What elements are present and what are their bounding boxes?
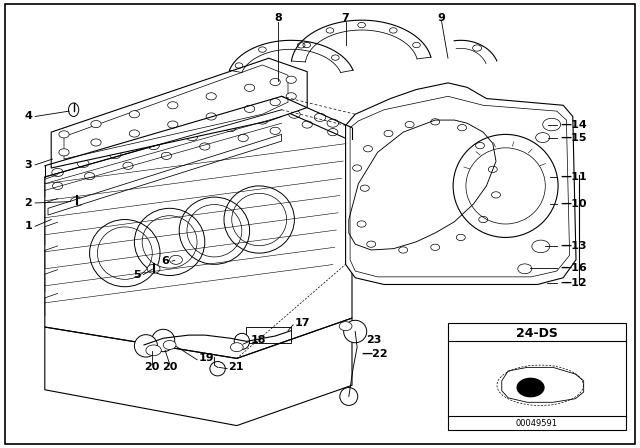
Text: 20: 20 — [162, 362, 177, 372]
Text: 5: 5 — [133, 270, 141, 280]
Circle shape — [536, 133, 550, 142]
Ellipse shape — [234, 333, 250, 349]
Text: 24-DS: 24-DS — [516, 327, 558, 340]
Text: 21: 21 — [228, 362, 244, 372]
Text: 7: 7 — [342, 13, 349, 23]
Circle shape — [244, 105, 255, 112]
Bar — [448, 323, 626, 430]
Text: —15: —15 — [560, 133, 586, 143]
Circle shape — [168, 102, 178, 109]
Circle shape — [270, 99, 280, 106]
Ellipse shape — [134, 335, 157, 357]
Text: —14: —14 — [560, 120, 587, 129]
Text: 17: 17 — [294, 319, 310, 328]
Text: —13: —13 — [560, 241, 586, 250]
Circle shape — [163, 340, 176, 349]
Circle shape — [91, 121, 101, 128]
Circle shape — [206, 113, 216, 120]
Polygon shape — [51, 58, 307, 168]
Text: 00049591: 00049591 — [516, 419, 558, 428]
Circle shape — [147, 264, 160, 273]
Ellipse shape — [152, 329, 175, 352]
Text: 19: 19 — [198, 353, 214, 363]
Circle shape — [70, 197, 83, 206]
Text: 18: 18 — [251, 335, 266, 345]
Circle shape — [129, 130, 140, 137]
Circle shape — [270, 78, 280, 86]
Circle shape — [91, 139, 101, 146]
Ellipse shape — [68, 103, 79, 116]
Text: 23: 23 — [366, 335, 381, 345]
Text: 2: 2 — [24, 198, 32, 208]
Ellipse shape — [340, 388, 358, 405]
Text: 9: 9 — [438, 13, 445, 23]
Text: —22: —22 — [362, 349, 388, 359]
Circle shape — [543, 118, 561, 131]
Circle shape — [339, 322, 352, 331]
Circle shape — [244, 84, 255, 91]
Text: —16: —16 — [560, 263, 587, 273]
Polygon shape — [346, 83, 576, 284]
Text: 6: 6 — [162, 256, 170, 266]
Ellipse shape — [210, 362, 225, 376]
Text: —11: —11 — [560, 172, 587, 182]
Circle shape — [146, 345, 161, 356]
Circle shape — [129, 111, 140, 118]
Circle shape — [170, 255, 182, 264]
Circle shape — [518, 264, 532, 274]
Circle shape — [516, 378, 545, 397]
Text: 4: 4 — [24, 112, 32, 121]
Circle shape — [59, 149, 69, 156]
Text: 20: 20 — [144, 362, 159, 372]
Circle shape — [59, 131, 69, 138]
Text: 8: 8 — [275, 13, 282, 23]
Text: 1: 1 — [24, 221, 32, 231]
Ellipse shape — [344, 320, 367, 343]
Circle shape — [230, 343, 243, 352]
Circle shape — [286, 93, 296, 100]
Circle shape — [168, 121, 178, 128]
Circle shape — [206, 93, 216, 100]
Polygon shape — [502, 367, 584, 402]
Circle shape — [286, 76, 296, 83]
Circle shape — [532, 240, 550, 253]
Text: —10: —10 — [560, 199, 586, 209]
Text: —12: —12 — [560, 278, 587, 288]
Polygon shape — [48, 134, 282, 215]
Text: 3: 3 — [24, 160, 32, 170]
